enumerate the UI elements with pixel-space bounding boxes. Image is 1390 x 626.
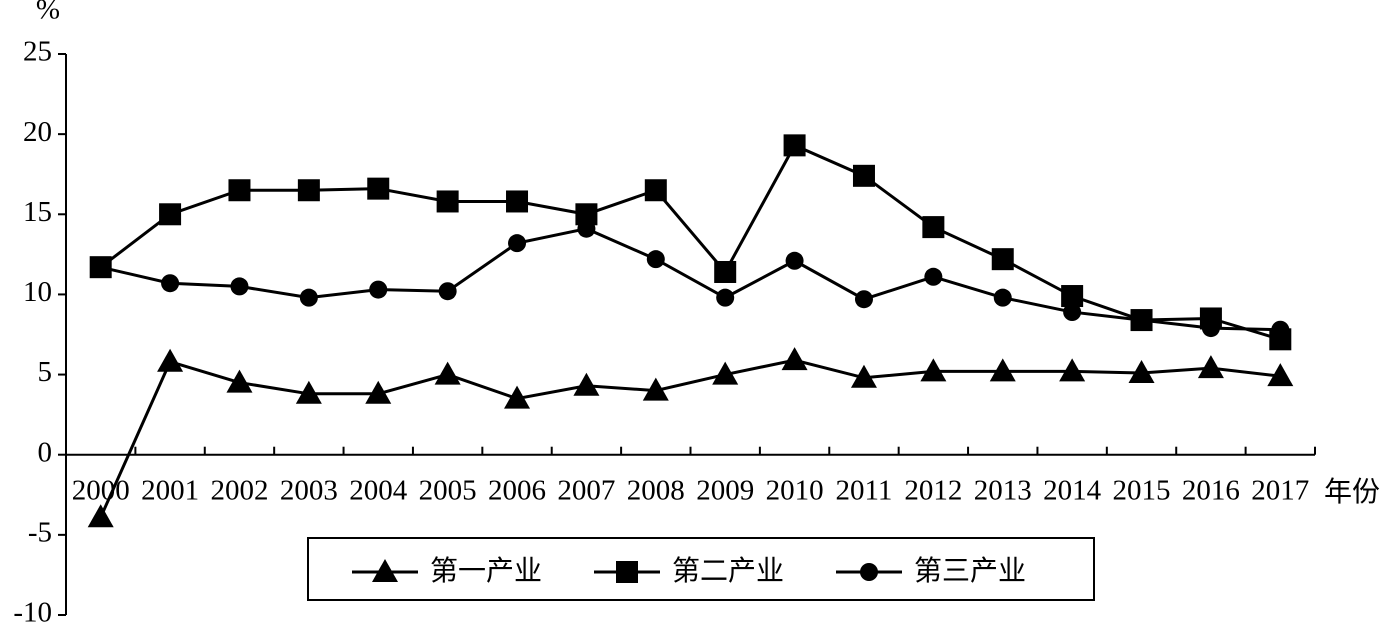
marker bbox=[781, 347, 808, 371]
marker bbox=[714, 260, 737, 283]
marker bbox=[504, 385, 531, 409]
marker bbox=[434, 361, 461, 385]
y-tick-label: -10 bbox=[13, 597, 52, 626]
y-tick-label: 5 bbox=[38, 356, 53, 388]
marker bbox=[438, 282, 457, 301]
marker bbox=[920, 358, 947, 382]
x-tick-label: 2006 bbox=[488, 475, 546, 507]
marker bbox=[989, 358, 1016, 382]
y-tick-label: 10 bbox=[23, 276, 52, 308]
marker bbox=[852, 164, 875, 187]
marker bbox=[577, 219, 596, 238]
marker bbox=[506, 190, 529, 213]
marker bbox=[785, 251, 804, 270]
marker bbox=[299, 288, 318, 307]
marker bbox=[1059, 358, 1086, 382]
legend-marker bbox=[616, 561, 638, 583]
marker bbox=[1132, 311, 1151, 330]
legend-marker bbox=[860, 563, 878, 581]
marker bbox=[365, 380, 392, 404]
marker bbox=[230, 277, 249, 296]
y-tick-label: 0 bbox=[38, 436, 53, 468]
marker bbox=[161, 274, 180, 293]
series-line bbox=[99, 358, 1281, 518]
y-tick-label: 15 bbox=[23, 196, 52, 228]
marker bbox=[1128, 359, 1155, 383]
marker bbox=[783, 134, 806, 157]
x-tick-label: 2000 bbox=[72, 475, 130, 507]
x-tick-label: 2008 bbox=[627, 475, 685, 507]
marker bbox=[1063, 303, 1082, 322]
y-tick-label: -5 bbox=[28, 517, 52, 549]
series-line bbox=[99, 143, 1281, 341]
marker bbox=[297, 179, 320, 202]
x-tick-label: 2009 bbox=[696, 475, 754, 507]
x-tick-label: 2010 bbox=[766, 475, 824, 507]
x-tick-label: 2004 bbox=[349, 475, 408, 507]
marker bbox=[716, 288, 735, 307]
marker bbox=[295, 380, 322, 404]
x-tick-label: 2012 bbox=[904, 475, 962, 507]
marker bbox=[1267, 363, 1294, 387]
x-tick-label: 2014 bbox=[1043, 475, 1102, 507]
marker bbox=[226, 369, 253, 393]
y-tick-label: 20 bbox=[23, 116, 52, 148]
x-tick-label: 2011 bbox=[836, 475, 893, 507]
marker bbox=[922, 216, 945, 239]
marker bbox=[1271, 320, 1290, 339]
marker bbox=[228, 179, 251, 202]
marker bbox=[644, 179, 667, 202]
marker bbox=[993, 288, 1012, 307]
marker bbox=[1201, 319, 1220, 338]
x-tick-label: 2005 bbox=[419, 475, 477, 507]
x-tick-label: 2002 bbox=[210, 475, 268, 507]
y-axis-label: % bbox=[36, 0, 60, 26]
marker bbox=[157, 348, 184, 372]
marker bbox=[159, 203, 182, 226]
marker bbox=[1061, 285, 1084, 308]
x-tick-label: 2003 bbox=[280, 475, 338, 507]
series-line bbox=[100, 227, 1281, 332]
marker bbox=[87, 504, 114, 528]
marker bbox=[646, 250, 665, 269]
marker bbox=[642, 377, 669, 401]
y-tick-label: 25 bbox=[23, 36, 52, 68]
marker bbox=[1197, 355, 1224, 379]
marker bbox=[924, 267, 943, 286]
marker bbox=[854, 290, 873, 309]
marker bbox=[991, 248, 1014, 271]
marker bbox=[573, 372, 600, 396]
x-tick-label: 2015 bbox=[1113, 475, 1171, 507]
marker bbox=[508, 234, 527, 253]
marker bbox=[367, 177, 390, 200]
x-tick-label: 2013 bbox=[974, 475, 1032, 507]
marker bbox=[91, 258, 110, 277]
legend-label: 第一产业 bbox=[430, 554, 542, 587]
legend-marker bbox=[372, 559, 398, 582]
legend-box bbox=[307, 537, 1095, 601]
marker bbox=[712, 361, 739, 385]
legend-label: 第二产业 bbox=[672, 554, 784, 587]
marker bbox=[436, 190, 459, 213]
legend-label: 第三产业 bbox=[914, 554, 1026, 587]
x-tick-label: 2001 bbox=[141, 475, 199, 507]
marker bbox=[369, 280, 388, 299]
marker bbox=[575, 203, 598, 226]
x-tick-label: 2007 bbox=[557, 475, 615, 507]
x-tick-label: 2017 bbox=[1251, 475, 1309, 507]
x-tick-label: 2016 bbox=[1182, 475, 1240, 507]
marker bbox=[850, 364, 877, 388]
x-axis-label: 年份 bbox=[1324, 475, 1380, 508]
